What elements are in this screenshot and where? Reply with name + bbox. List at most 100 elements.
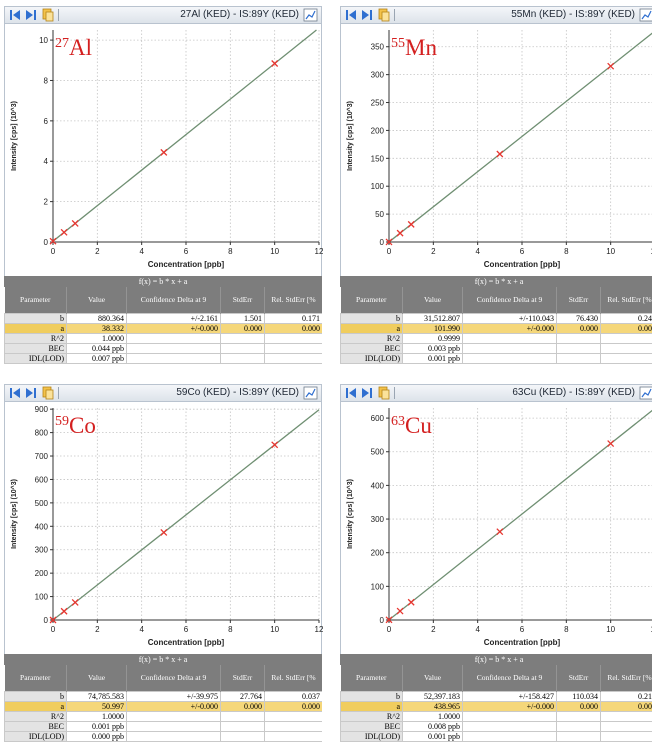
last-page-icon[interactable] [360,386,374,400]
col-value[interactable]: Value [402,287,463,313]
y-axis-label: Intensity [cps] (10^3) [346,479,354,549]
data-point[interactable] [271,60,279,67]
col-stderr[interactable]: StdErr [220,287,265,313]
data-point[interactable] [396,229,404,237]
col-stderr[interactable]: StdErr [556,287,601,313]
data-point[interactable] [407,598,415,606]
chart-view-icon[interactable] [639,8,652,22]
col-parameter[interactable]: Parameter [340,287,403,313]
first-page-icon[interactable] [8,8,22,22]
data-point[interactable] [496,528,504,536]
col-rel-stderr[interactable]: Rel. StdErr [% [600,287,652,313]
x-tick-label: 2 [95,247,100,256]
copy-icon[interactable] [377,386,391,400]
table-row[interactable]: IDL(LOD) 0.007 ppb [4,352,322,364]
data-point[interactable] [49,616,57,624]
regression-table: f(x) = b * x + a Parameter Value Confide… [340,654,652,744]
y-tick-label: 2 [44,198,49,207]
fit-formula: f(x) = b * x + a [4,654,322,665]
data-point[interactable] [160,148,168,156]
table-row[interactable]: b 31,512.807 +/-110.043 76.430 0.243 [340,312,652,324]
col-rel-stderr[interactable]: Rel. StdErr [% [264,665,322,691]
col-confidence[interactable]: Confidence Delta at 9 [462,665,557,691]
table-row[interactable]: R^2 1.0000 [4,332,322,344]
data-point[interactable] [607,440,615,447]
col-rel-stderr[interactable]: Rel. StdErr [% [264,287,322,313]
param-value: 52,397.183 [402,690,463,702]
param-value: 1.0000 [66,710,127,722]
table-row[interactable]: b 880.364 +/-2.161 1.501 0.171 [4,312,322,324]
table-row[interactable]: BEC 0.008 ppb [340,720,652,732]
first-page-icon[interactable] [344,386,358,400]
x-tick-label: 10 [270,625,279,634]
table-row[interactable]: a 101.990 +/-0.000 0.000 0.000 [340,322,652,334]
table-row[interactable]: b 74,785.583 +/-39.975 27.764 0.037 [4,690,322,702]
isotope-label: 59Co [55,413,96,438]
data-point[interactable] [71,599,79,606]
col-value[interactable]: Value [66,665,127,691]
data-point[interactable] [71,219,79,227]
table-row[interactable]: BEC 0.003 ppb [340,342,652,354]
table-row[interactable]: R^2 0.9999 [340,332,652,344]
first-page-icon[interactable] [8,386,22,400]
col-confidence[interactable]: Confidence Delta at 9 [126,665,221,691]
chart-view-icon[interactable] [303,386,318,400]
table-row[interactable]: a 38.332 +/-0.000 0.000 0.000 [4,322,322,334]
last-page-icon[interactable] [360,8,374,22]
data-point[interactable] [396,607,404,615]
table-row[interactable]: IDL(LOD) 0.001 ppb [340,352,652,364]
param-confidence [126,342,221,354]
param-confidence [126,710,221,722]
first-page-icon[interactable] [344,8,358,22]
x-tick-label: 6 [520,247,525,256]
col-confidence[interactable]: Confidence Delta at 9 [126,287,221,313]
table-row[interactable]: a 438.965 +/-0.000 0.000 0.000 [340,700,652,712]
table-row[interactable]: BEC 0.044 ppb [4,342,322,354]
table-row[interactable]: IDL(LOD) 0.001 ppb [340,730,652,742]
copy-icon[interactable] [377,8,391,22]
y-tick-label: 400 [35,522,49,531]
data-point[interactable] [60,607,68,615]
data-point[interactable] [271,441,279,449]
data-point[interactable] [607,62,615,70]
data-point[interactable] [49,237,57,245]
table-row[interactable]: a 50.997 +/-0.000 0.000 0.000 [4,700,322,712]
param-name: BEC [340,342,403,354]
data-point[interactable] [385,616,393,624]
col-parameter[interactable]: Parameter [4,287,67,313]
last-page-icon[interactable] [24,8,38,22]
col-value[interactable]: Value [66,287,127,313]
data-point[interactable] [160,528,168,536]
chart-view-icon[interactable] [303,8,318,22]
param-confidence: +/-0.000 [462,322,557,334]
data-point[interactable] [60,228,68,236]
table-row[interactable]: R^2 1.0000 [340,710,652,722]
copy-icon[interactable] [41,386,55,400]
data-point[interactable] [496,150,504,158]
col-value[interactable]: Value [402,665,463,691]
table-row[interactable]: BEC 0.001 ppb [4,720,322,732]
y-tick-label: 0 [44,616,49,625]
x-tick-label: 0 [387,625,392,634]
y-tick-label: 250 [371,99,385,108]
col-confidence[interactable]: Confidence Delta at 9 [462,287,557,313]
col-parameter[interactable]: Parameter [340,665,403,691]
copy-icon[interactable] [41,8,55,22]
table-row[interactable]: b 52,397.183 +/-158.427 110.034 0.210 [340,690,652,702]
last-page-icon[interactable] [24,386,38,400]
param-rel-stderr [264,730,322,742]
x-tick-label: 8 [564,247,569,256]
col-stderr[interactable]: StdErr [220,665,265,691]
data-point[interactable] [407,220,415,228]
param-stderr [556,730,601,742]
table-row[interactable]: R^2 1.0000 [4,710,322,722]
table-row[interactable]: IDL(LOD) 0.000 ppb [4,730,322,742]
col-parameter[interactable]: Parameter [4,665,67,691]
parameter-table: Parameter Value Confidence Delta at 9 St… [4,665,322,742]
chart-view-icon[interactable] [639,386,652,400]
data-point[interactable] [385,238,393,246]
param-rel-stderr [600,720,652,732]
calibration-plot: 0 2 4 6 8 10 12 0 2 4 6 8 10 Concentration [ppb] Inten… [10,29,323,269]
col-stderr[interactable]: StdErr [556,665,601,691]
col-rel-stderr[interactable]: Rel. StdErr [% [600,665,652,691]
